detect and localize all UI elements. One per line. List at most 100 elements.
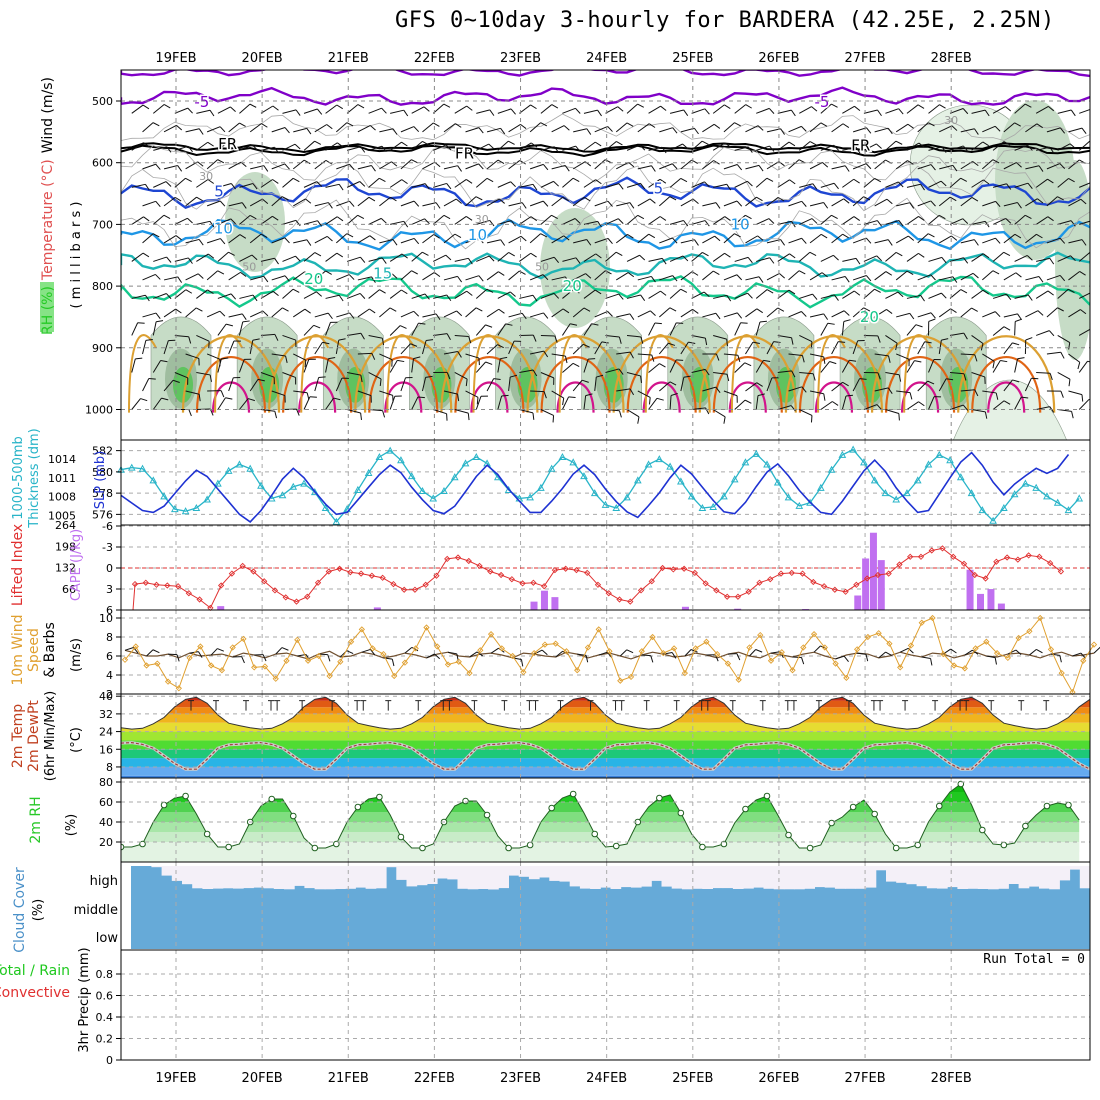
thickness-point [149,476,158,484]
wind-speed-point [197,643,204,650]
wind-ylabel: & Barbs [42,622,58,678]
wind-barb [465,196,477,207]
wind-barb-flag [294,143,301,150]
wind-barb [497,140,509,151]
wind-barb [788,200,802,207]
rh-axis-tick-label: 80 [99,776,113,789]
thickness-point [332,517,341,525]
wind-barb [669,177,682,188]
wind-barb [572,379,583,392]
wind-barb-flag [143,216,150,222]
slp-tick-label: 1005 [48,510,76,523]
wind-barb-flag [656,397,664,401]
wind-barb [540,214,552,225]
wind-barb [755,289,768,299]
wind-barb [583,141,596,151]
cloud-gap [743,866,754,889]
warm-contour [472,334,502,413]
wind-speed-point [477,647,484,654]
wind-barb [400,126,415,133]
wind-barb [583,179,596,188]
wind-barb-flag [498,198,505,204]
thickness-point [677,477,685,485]
wind10m-grid [121,610,1090,695]
wind-barb [185,273,199,281]
wind-barb [669,220,684,225]
wind-speed-point [574,667,581,674]
wind-barb-flag [909,202,915,209]
wind-barb [702,386,716,392]
thickness-point [590,489,599,497]
lifted-index-point [174,583,182,590]
thickness-point [558,452,567,460]
wind-barb [616,161,629,170]
wind-barb [1025,123,1038,133]
wind-barb-flag [995,392,999,400]
wind-barb-flag [325,270,332,275]
wind-barb-flag [747,257,753,264]
wind-barb [583,109,598,114]
wind-barb [896,390,911,394]
wind-barb [497,358,501,373]
wind-barb-flag [155,274,161,280]
wind-barb-flag [328,357,336,360]
wind-barb-flag [327,202,333,209]
wind-barb [734,322,742,336]
wind-barb-flag [671,163,678,170]
cape-bar [997,603,1005,610]
wind-barb [250,165,264,170]
wind-barb [874,387,889,392]
wind-barb-flag [542,200,549,207]
wind-barb [1014,103,1026,114]
wind-barb-flag [833,144,839,151]
wind-barb [863,109,878,114]
wind-barb-flag [1027,182,1033,189]
warm-contour [814,381,854,413]
wind-barb [433,182,447,188]
wind-axis-tick-label: 6 [106,650,113,663]
wind-barb-flag [456,310,463,317]
rh2m-point [1065,801,1072,809]
thickness-point [784,493,793,501]
wind-barb-flag [586,239,592,246]
temp-band [121,749,1090,759]
wind-barb [1057,143,1071,151]
wind-barb [712,142,726,151]
wind-barb [1057,178,1069,188]
wind-barb-flag [745,104,752,109]
cloud-gap [335,866,346,889]
wind-barb [357,125,371,133]
wind-barb [906,104,919,114]
wind-barb [777,179,790,188]
wind-barb-flag [391,659,395,667]
wind-barb [346,146,361,151]
wind-barb [572,196,585,207]
wind-barb-flag [724,104,731,109]
wind-barb-flag [272,179,279,184]
wind-barb-flag [809,251,817,256]
wind-barb [551,308,564,318]
rh-band [121,842,1080,862]
wind-barb-flag [769,257,775,264]
wind-barb-flag [249,103,257,108]
wind-barb [605,183,620,188]
wind-barb-flag [693,127,699,135]
lifted-index-point [584,569,591,577]
cloud-gap [284,866,295,890]
rh-contour-label: 30 [199,170,213,183]
wind-barb-flag [1003,400,1011,405]
wind-barb-flag [821,272,828,278]
wind-barb-flag [485,361,493,365]
wind-barb-flag [508,140,515,145]
wind-barb [992,183,1007,188]
wind-barb-flag [161,397,169,401]
wind-barb [745,196,757,207]
contour-label: -5 [194,93,209,111]
thickness-point [709,502,718,510]
thickness-point [601,500,610,508]
wind-barb [637,310,651,318]
wind-barb [799,335,813,342]
lifted-index-point [465,557,472,565]
wind-barb-flag [532,369,538,377]
wind-barb [1068,353,1081,363]
